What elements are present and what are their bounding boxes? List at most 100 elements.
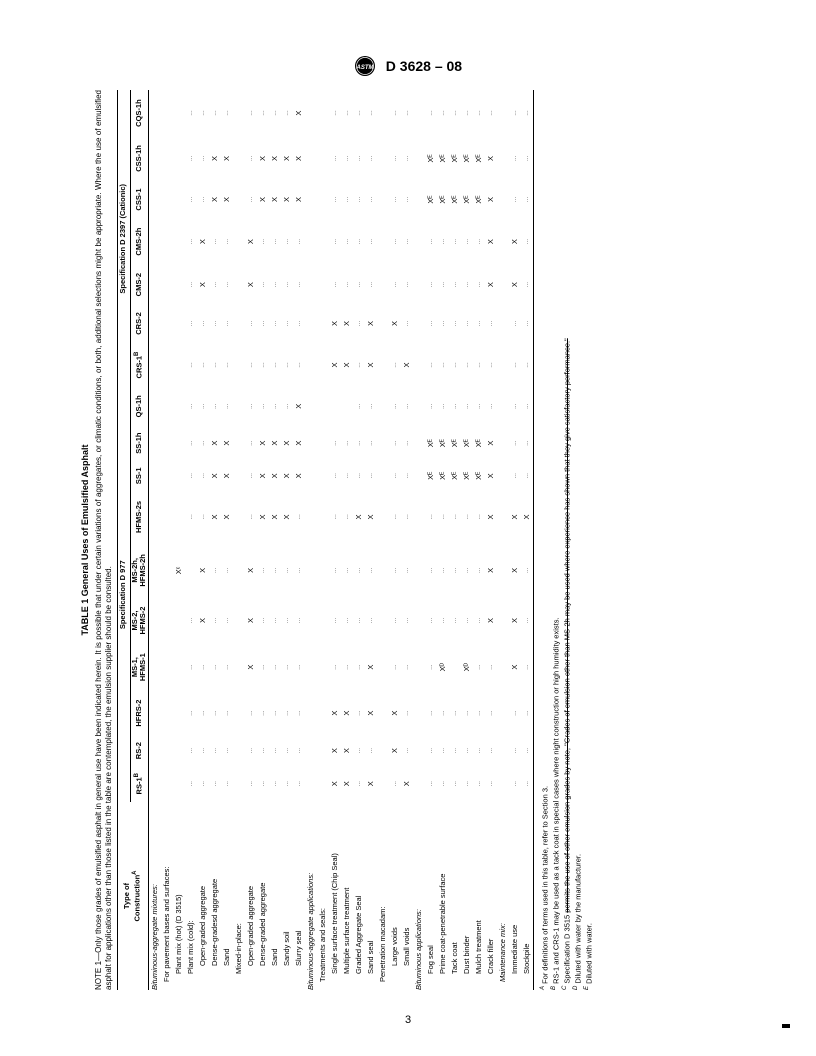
cell: ...: [485, 388, 497, 426]
cell: X: [401, 343, 413, 388]
col-type-header-l2: Construction: [133, 875, 142, 922]
cell: X: [293, 181, 305, 219]
table-row: Crack filler............XXXXX.........XX…: [485, 90, 497, 990]
cell: X: [485, 218, 497, 265]
cell: ...: [245, 136, 257, 181]
cell: ...: [293, 736, 305, 766]
cell: [317, 218, 329, 265]
cell: X: [389, 304, 401, 342]
note-label: NOTE 1: [94, 961, 103, 990]
cell: ...: [257, 218, 269, 265]
cell: ...: [473, 736, 485, 766]
cell: [173, 736, 185, 766]
cell: X: [293, 461, 305, 490]
cell: ...: [473, 388, 485, 426]
cell: ...: [461, 218, 473, 265]
cell: X: [365, 766, 377, 803]
cell: [161, 597, 173, 644]
cell: [317, 90, 329, 136]
cell: Xᴱ: [425, 461, 437, 490]
cell: X: [257, 490, 269, 543]
cell: ...: [401, 136, 413, 181]
cell: [377, 736, 389, 766]
designation: D 3628 – 08: [386, 58, 462, 74]
cell: ...: [185, 690, 197, 735]
cell: X: [221, 425, 233, 461]
cell: ...: [185, 461, 197, 490]
cell: [161, 218, 173, 265]
cell: X: [329, 343, 341, 388]
cell: ...: [365, 544, 377, 598]
cell: [233, 181, 245, 219]
cell: ...: [221, 218, 233, 265]
cell: [377, 218, 389, 265]
cell: ...: [401, 218, 413, 265]
cell: ...: [521, 218, 534, 265]
cell: ...: [281, 218, 293, 265]
cell: X: [245, 544, 257, 598]
cell: X: [329, 690, 341, 735]
cell: ...: [425, 218, 437, 265]
cell: ...: [521, 461, 534, 490]
cell: X: [257, 461, 269, 490]
cell: [148, 736, 161, 766]
row-label: Mulch treatment: [473, 802, 485, 990]
row-label: Dust binder: [461, 802, 473, 990]
cell: X: [389, 690, 401, 735]
cell: Xᴱ: [461, 461, 473, 490]
cell: ...: [209, 644, 221, 691]
cell: X: [329, 304, 341, 342]
cell: ...: [437, 690, 449, 735]
cell: [161, 304, 173, 342]
footnotes: A For definitions of terms used in this …: [540, 90, 595, 990]
cell: [413, 461, 425, 490]
cell: [413, 690, 425, 735]
col-type-sup: A: [132, 871, 138, 875]
cell: X: [197, 265, 209, 304]
cell: [233, 304, 245, 342]
cell: ...: [437, 388, 449, 426]
cell: ...: [353, 265, 365, 304]
cell: ...: [437, 766, 449, 803]
cell: [317, 461, 329, 490]
table-row: Single surface treatment (Chip Seal)XXX.…: [329, 90, 341, 990]
cell: [148, 461, 161, 490]
cell: ...: [389, 544, 401, 598]
cell: X: [341, 736, 353, 766]
cell: X: [245, 265, 257, 304]
cell: X: [281, 461, 293, 490]
table-row: Multiple surface treatmentXXX...........…: [341, 90, 353, 990]
cell: X: [509, 644, 521, 691]
cell: ...: [209, 265, 221, 304]
table-row: For pavement bases and surfaces:: [161, 90, 173, 990]
cell: ...: [449, 343, 461, 388]
spec-cationic: Specification D 2397 (Cationic): [117, 90, 130, 388]
cell: ...: [365, 265, 377, 304]
cell: ...: [197, 90, 209, 136]
cell: [233, 766, 245, 803]
cell: [377, 388, 389, 426]
cell: [377, 343, 389, 388]
cell: ...: [509, 736, 521, 766]
cell: ...: [209, 343, 221, 388]
cell: ...: [509, 690, 521, 735]
cell: ...: [197, 490, 209, 543]
cell: [173, 304, 185, 342]
cell: ...: [449, 490, 461, 543]
cell: ...: [341, 644, 353, 691]
cell: ...: [245, 304, 257, 342]
cell: ...: [449, 736, 461, 766]
cell: [377, 644, 389, 691]
cell: ...: [389, 644, 401, 691]
cell: ...: [269, 218, 281, 265]
cell: ...: [473, 265, 485, 304]
cell: [233, 218, 245, 265]
cell: [413, 544, 425, 598]
cell: ...: [269, 265, 281, 304]
row-label: Graded Aggregate Seal: [353, 802, 365, 990]
cell: ...: [425, 597, 437, 644]
cell: [497, 544, 509, 598]
cell: [305, 343, 317, 388]
cell: ...: [185, 90, 197, 136]
cell: ...: [209, 690, 221, 735]
